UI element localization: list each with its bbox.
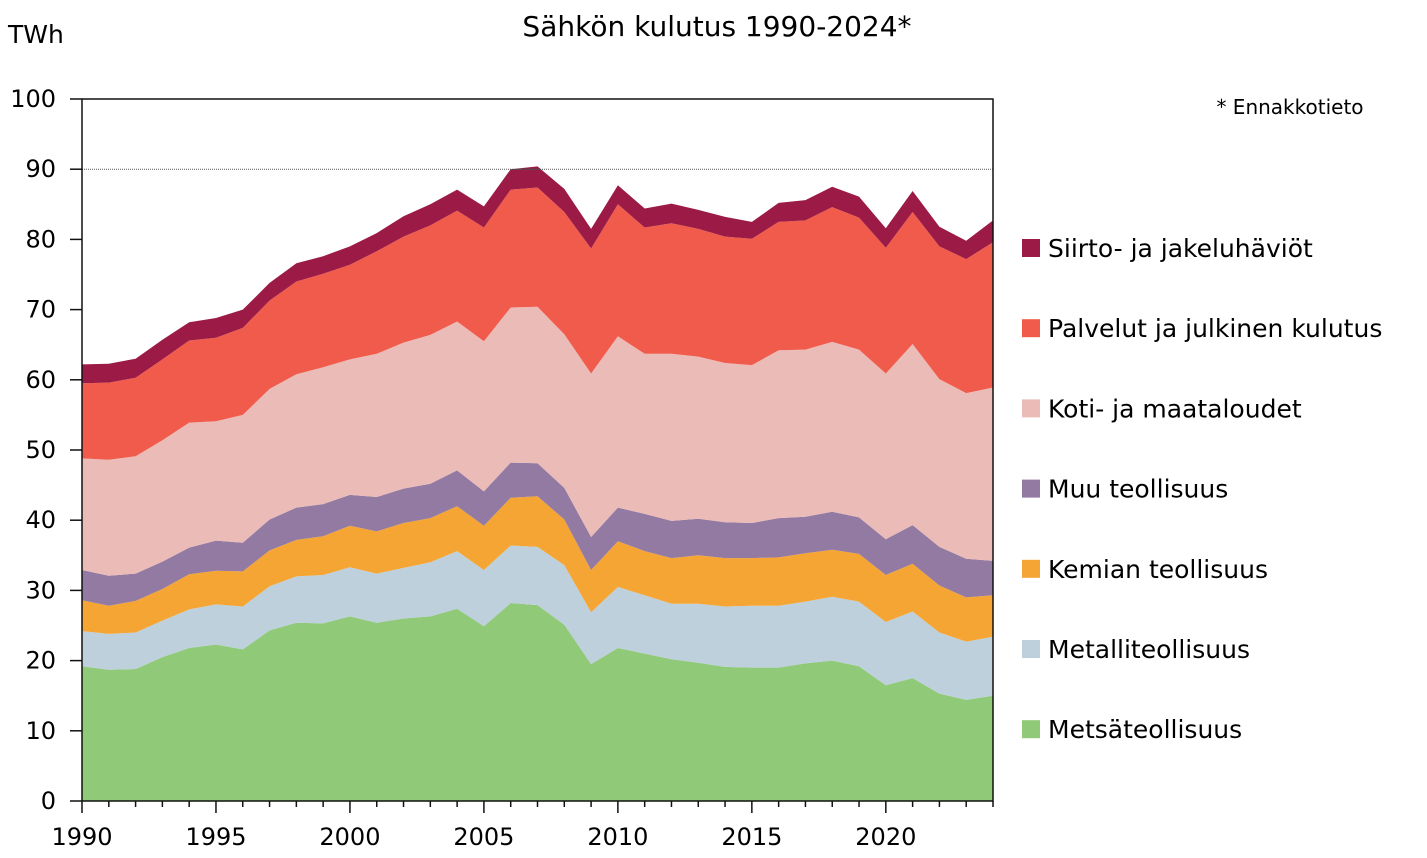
x-tick-label: 2005	[453, 823, 514, 851]
legend-label: Kemian teollisuus	[1048, 555, 1268, 584]
area-series-7	[82, 166, 993, 384]
x-tick-label: 1995	[185, 823, 246, 851]
legend-swatch	[1022, 559, 1040, 578]
y-tick-label: 0	[41, 787, 56, 815]
legend-label: Muu teollisuus	[1048, 475, 1228, 504]
x-tick-label: 2015	[721, 823, 782, 851]
legend-label: Palvelut ja julkinen kulutus	[1048, 314, 1382, 343]
x-axis: 1990 1995 2000 2005 2010 2015 2020	[51, 801, 994, 851]
y-tick-label: 60	[25, 366, 56, 394]
legend-swatch	[1022, 640, 1040, 658]
x-tick-label: 1990	[51, 823, 112, 851]
area-layers	[82, 166, 993, 801]
legend-label: Koti- ja maataloudet	[1048, 394, 1302, 423]
y-tick-label: 80	[25, 225, 56, 253]
x-tick-label: 2020	[855, 823, 916, 851]
legend-swatch	[1022, 239, 1040, 257]
legend-label: Metalliteollisuus	[1048, 635, 1250, 664]
y-tick-label: 50	[25, 436, 56, 464]
y-tick-label: 100	[10, 85, 56, 113]
y-axis-unit-label: TWh	[7, 20, 64, 49]
area-series-4	[82, 462, 993, 606]
legend-swatch	[1022, 319, 1040, 338]
x-tick-label: 2010	[587, 823, 648, 851]
y-tick-label: 30	[25, 576, 56, 604]
area-series-3	[82, 496, 993, 642]
chart-title: Sähkön kulutus 1990-2024*	[522, 10, 911, 43]
legend: Siirto- ja jakeluhäviöt Palvelut ja julki…	[1022, 234, 1382, 744]
legend-label: Siirto- ja jakeluhäviöt	[1048, 234, 1313, 263]
y-tick-label: 90	[25, 155, 56, 183]
y-tick-label: 70	[25, 296, 56, 324]
area-series-6	[82, 187, 993, 460]
preliminary-data-note: * Ennakkotieto	[1216, 95, 1363, 119]
y-tick-label: 20	[25, 647, 56, 675]
area-series-5	[82, 306, 993, 576]
x-tick-label: 2000	[319, 823, 380, 851]
legend-swatch	[1022, 479, 1040, 498]
legend-swatch	[1022, 720, 1040, 739]
legend-label: Metsäteollisuus	[1048, 715, 1242, 744]
y-axis: 0 10 20 30 40 50 60 70 80 90 100	[10, 85, 82, 815]
legend-swatch	[1022, 399, 1040, 418]
y-tick-label: 10	[25, 717, 56, 745]
area-series-2	[82, 545, 993, 700]
y-tick-label: 40	[25, 506, 56, 534]
area-series-1	[82, 603, 993, 801]
